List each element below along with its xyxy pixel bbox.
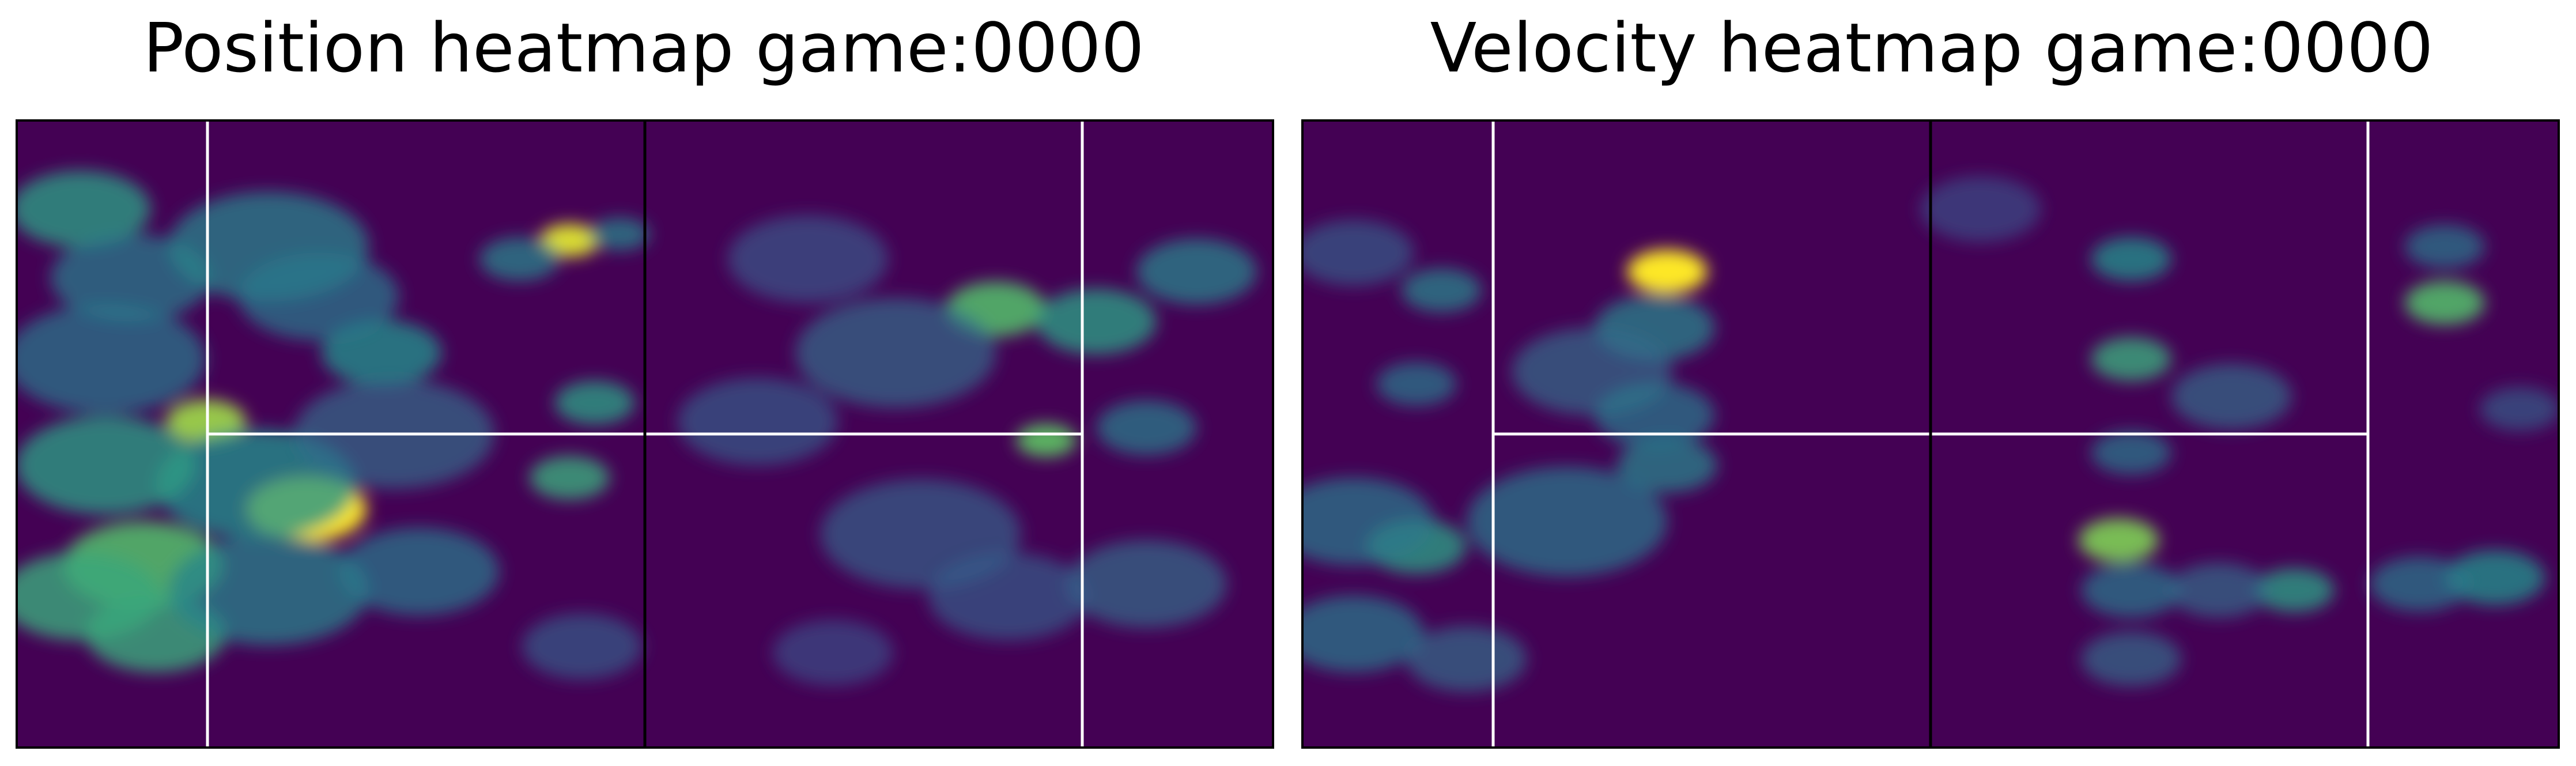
heatmap-hotspot-32 xyxy=(928,552,1089,641)
heatmap-hotspot-25 xyxy=(2480,387,2558,431)
velocity-heatmap-title: Velocity heatmap game:0000 xyxy=(1430,8,2434,88)
heatmap-hotspot-22 xyxy=(2404,224,2485,269)
heatmap-hotspot-20 xyxy=(2169,563,2269,618)
heatmap-hotspot-28 xyxy=(727,215,889,303)
heatmap-hotspot-23 xyxy=(1016,424,1077,457)
heatmap-hotspot-25 xyxy=(1136,238,1257,305)
heatmap-hotspot-18 xyxy=(2081,631,2182,686)
heatmap-hotspot-24 xyxy=(2369,556,2470,612)
velocity-heatmap-panel: Velocity heatmap game:0000 xyxy=(1287,0,2576,766)
heatmap-hotspot-21 xyxy=(2404,281,2485,325)
heatmap-hotspot-26 xyxy=(2171,363,2292,430)
heatmap-hotspot-4 xyxy=(1401,268,1482,312)
heatmap-hotspot-19 xyxy=(2254,568,2335,613)
heatmap-hotspot-17 xyxy=(168,535,369,646)
heatmap-hotspot-33 xyxy=(772,620,893,686)
heatmap-density-layer xyxy=(18,171,1257,686)
heatmap-hotspot-11 xyxy=(1594,382,1715,448)
heatmap-hotspot-14 xyxy=(2091,337,2171,382)
heatmap-hotspot-0 xyxy=(18,171,151,248)
heatmap-hotspot-24 xyxy=(1036,288,1157,355)
heatmap-hotspot-9 xyxy=(1406,626,1527,692)
position-heatmap-panel: Position heatmap game:0000 xyxy=(0,0,1287,766)
heatmap-hotspot-31 xyxy=(1066,539,1227,628)
heatmap-hotspot-15 xyxy=(2091,431,2171,475)
heatmap-hotspot-9 xyxy=(529,455,610,500)
heatmap-hotspot-4 xyxy=(238,252,399,341)
heatmap-hotspot-21 xyxy=(522,613,643,680)
heatmap-hotspot-0 xyxy=(1627,250,1708,294)
heatmap-hotspot-17 xyxy=(2081,563,2182,618)
heatmap-hotspot-29 xyxy=(677,378,838,466)
velocity-heatmap-svg xyxy=(1304,122,2558,746)
heatmap-density-layer xyxy=(1304,176,2558,692)
heatmap-hotspot-27 xyxy=(1920,176,2041,242)
heatmap-hotspot-23 xyxy=(2445,550,2545,606)
heatmap-hotspot-12 xyxy=(1304,220,1414,286)
heatmap-hotspot-8 xyxy=(1304,595,1424,673)
heatmap-hotspot-19 xyxy=(18,304,206,414)
heatmap-hotspot-2 xyxy=(1617,437,1718,493)
position-heatmap-svg xyxy=(18,122,1272,746)
heatmap-hotspot-18 xyxy=(339,527,500,616)
velocity-heatmap-plot xyxy=(1301,119,2560,749)
heatmap-hotspot-10 xyxy=(1466,466,1668,577)
heatmap-hotspot-27 xyxy=(795,297,996,408)
heatmap-hotspot-13 xyxy=(18,416,196,515)
heatmap-hotspot-5 xyxy=(1376,362,1457,406)
position-heatmap-title: Position heatmap game:0000 xyxy=(143,8,1145,88)
heatmap-hotspot-16 xyxy=(2078,518,2159,563)
heatmap-hotspot-26 xyxy=(1096,400,1197,455)
heatmap-hotspot-7 xyxy=(590,217,650,251)
heatmap-hotspot-7 xyxy=(1304,477,1434,566)
heatmap-hotspot-6 xyxy=(479,237,560,281)
heatmap-hotspot-8 xyxy=(554,380,635,425)
position-heatmap-plot xyxy=(16,119,1274,749)
heatmap-hotspot-13 xyxy=(2091,237,2171,281)
